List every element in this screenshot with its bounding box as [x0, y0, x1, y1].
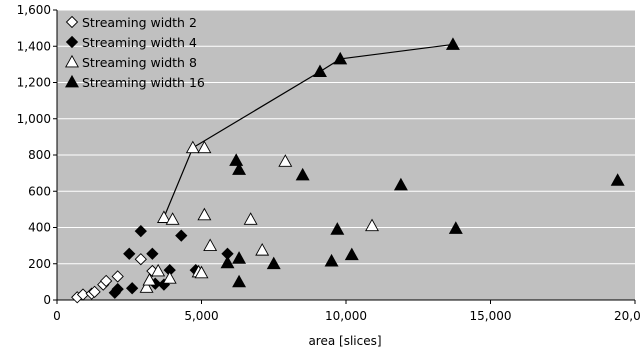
data-point [365, 218, 379, 232]
gridlines [57, 9, 635, 265]
data-point [232, 162, 247, 175]
legend-label: Streaming width 2 [82, 15, 197, 30]
legend-marker [65, 54, 79, 68]
x-tick-label: 0 [53, 309, 61, 323]
data-point [255, 243, 270, 256]
y-tick-label: 400 [28, 221, 51, 235]
data-point [175, 229, 188, 242]
data-point [330, 222, 345, 235]
data-point [88, 285, 101, 298]
data-point [333, 51, 348, 65]
data-point [448, 221, 463, 234]
legend: Streaming width 2 Streaming width 4 Stream… [65, 15, 205, 90]
x-tick-label: 20,000 [614, 309, 640, 323]
data-point [295, 167, 310, 181]
y-tick-label: 1,200 [17, 76, 51, 90]
data-point [278, 154, 293, 167]
x-axis-title: area [slices] [308, 334, 381, 348]
data-point [243, 212, 258, 225]
legend-label: Streaming width 16 [82, 75, 205, 90]
data-point [142, 272, 157, 286]
data-point [197, 140, 212, 154]
series-4 [220, 37, 625, 288]
y-tick-label: 1,600 [17, 3, 51, 17]
y-axis: 0 200 400 600 800 1,000 1,200 1,400 1,600 [17, 3, 58, 307]
y-tick-label: 200 [28, 257, 51, 271]
x-tick-label: 10,000 [325, 309, 367, 323]
data-point [111, 270, 124, 283]
y-tick-label: 1,400 [17, 39, 51, 53]
data-point [185, 140, 200, 154]
data-point [139, 280, 154, 293]
data-point [156, 210, 171, 223]
data-point [134, 224, 147, 238]
data-points [71, 37, 625, 304]
data-point [99, 274, 113, 288]
data-point [313, 64, 327, 78]
data-point [393, 177, 408, 191]
legend-label: Streaming width 4 [82, 35, 197, 50]
data-point [266, 256, 281, 270]
x-tick-label: 15,000 [470, 309, 512, 323]
legend-marker [65, 74, 79, 88]
data-point [324, 253, 339, 267]
y-tick-label: 800 [28, 148, 51, 162]
x-tick-label: 5,000 [184, 309, 218, 323]
data-point [111, 282, 124, 296]
data-point [197, 207, 212, 221]
data-point [123, 247, 136, 260]
x-axis: 0 5,000 10,000 15,000 20,000 [53, 299, 640, 323]
data-point [229, 153, 244, 166]
data-point [610, 173, 625, 186]
data-point [232, 274, 247, 288]
data-point [146, 247, 159, 260]
data-point [203, 238, 218, 252]
data-point [165, 212, 180, 225]
series-3 [139, 140, 379, 293]
y-tick-label: 600 [28, 184, 51, 198]
legend-label: Streaming width 8 [82, 55, 197, 70]
legend-marker [65, 35, 79, 49]
data-point [220, 255, 235, 269]
data-point [162, 271, 177, 284]
data-point [194, 265, 209, 279]
data-point [445, 37, 460, 50]
data-point [344, 247, 359, 261]
y-tick-label: 0 [43, 293, 51, 307]
data-point [134, 253, 147, 266]
data-point [126, 282, 139, 295]
data-point [232, 251, 247, 264]
legend-marker [65, 15, 79, 29]
y-tick-label: 1,000 [17, 112, 51, 126]
data-point [151, 263, 166, 277]
